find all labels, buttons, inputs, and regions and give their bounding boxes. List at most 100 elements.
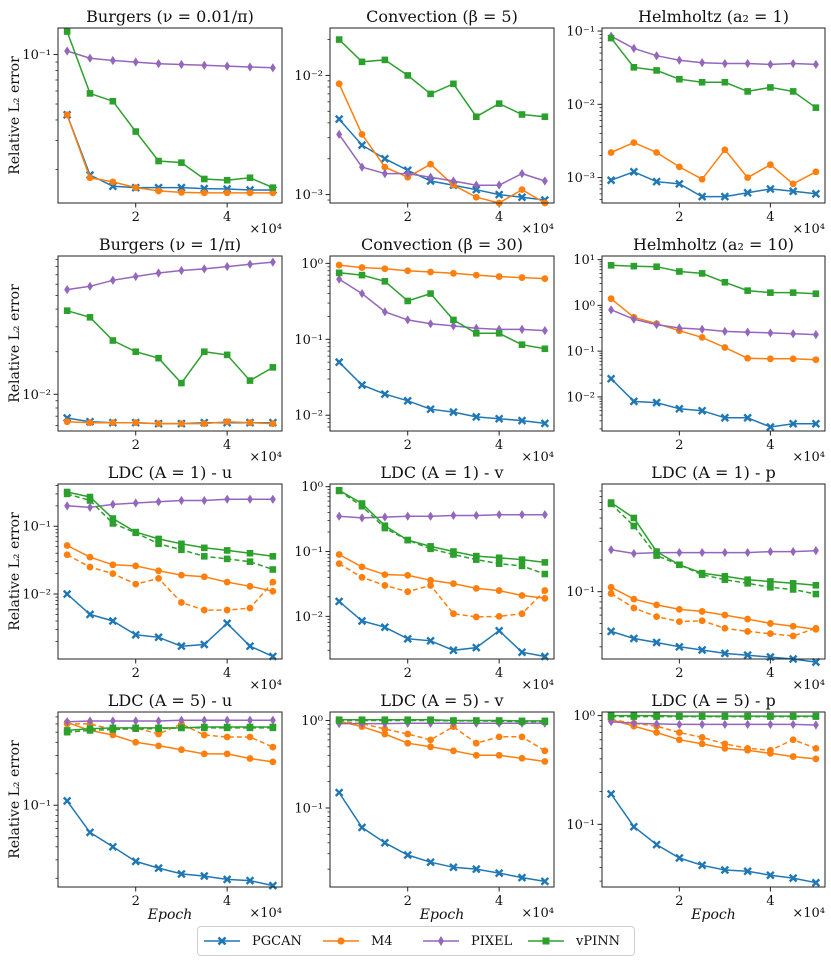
data-point	[178, 189, 185, 196]
data-point	[518, 186, 526, 194]
data-point	[812, 744, 820, 752]
plot-frame	[329, 483, 555, 660]
data-point	[676, 561, 683, 569]
data-point	[381, 512, 388, 522]
data-point	[697, 645, 707, 655]
series-pgcan-line	[66, 593, 274, 658]
data-point	[721, 58, 728, 69]
data-point	[495, 273, 503, 280]
data-point	[358, 502, 366, 510]
data-point	[223, 418, 231, 426]
data-point	[63, 542, 71, 549]
data-point	[473, 510, 480, 521]
x-tick-label: 4	[766, 666, 774, 681]
data-point	[472, 643, 481, 652]
data-point	[404, 588, 412, 596]
data-point	[721, 344, 729, 351]
legend-item-pixel: PIXEL	[423, 927, 512, 955]
data-point	[381, 163, 389, 171]
chart-title: Burgers (ν = 1/π)	[99, 235, 241, 254]
data-point	[721, 576, 729, 583]
series-m4-dashed	[607, 590, 820, 640]
data-point	[86, 314, 94, 321]
data-point	[178, 571, 185, 579]
data-point	[811, 878, 821, 887]
data-point	[630, 514, 638, 522]
data-point	[450, 610, 457, 618]
data-point	[721, 326, 728, 337]
series-m4	[607, 139, 820, 188]
y-tick-label: 10⁻¹	[294, 801, 323, 816]
data-point	[495, 100, 503, 107]
data-point	[450, 321, 457, 331]
data-point	[449, 646, 458, 655]
data-point	[404, 267, 412, 275]
data-point	[812, 59, 819, 70]
data-point	[178, 159, 185, 166]
data-point	[380, 838, 390, 848]
x-axis-label: Epoch	[147, 907, 192, 923]
data-point	[427, 717, 434, 724]
data-point	[789, 622, 797, 630]
x-tick-label: 4	[223, 894, 231, 909]
data-point	[630, 595, 638, 603]
data-point	[201, 495, 208, 506]
data-point	[404, 717, 412, 724]
data-point	[224, 61, 231, 71]
data-point	[472, 412, 481, 422]
data-point	[744, 327, 751, 337]
data-point	[744, 628, 752, 635]
series-m4-dashed-line	[66, 554, 274, 611]
data-point	[427, 319, 434, 329]
data-point	[541, 510, 548, 520]
data-point	[496, 180, 503, 190]
data-point	[767, 84, 774, 91]
data-point	[109, 499, 116, 510]
data-point	[334, 788, 344, 797]
data-point	[334, 357, 344, 367]
series-m4-dashed-line	[338, 563, 546, 618]
data-point	[427, 90, 434, 98]
x-exponent-label: ×10⁴	[521, 906, 554, 921]
chart-panel-2: Convection (β = 5) 10⁻² 10⁻³ 2 4 ×10⁴	[294, 7, 555, 237]
y-axis-label: Relative L₂ error	[7, 512, 23, 631]
data-point	[675, 605, 683, 613]
data-point	[541, 570, 549, 578]
chart-panel-4: Burgers (ν = 1/π) 10⁻² 2 4 ×10⁴ Relative L₂ e…	[7, 235, 283, 465]
data-point	[744, 744, 752, 752]
data-point	[86, 419, 94, 427]
data-point	[269, 184, 277, 191]
y-tick-label: 10⁻¹	[294, 333, 323, 348]
data-point	[178, 495, 185, 506]
data-point	[132, 716, 139, 726]
series-vpinn-dashed-line	[610, 503, 817, 595]
data-point	[629, 167, 639, 177]
data-point	[675, 404, 684, 414]
y-tick-label: 10⁻²	[294, 69, 323, 84]
x-tick-label: 2	[132, 894, 140, 909]
data-point	[744, 615, 752, 623]
data-point	[790, 546, 797, 557]
data-point	[472, 556, 480, 563]
series-pixel-line	[610, 548, 816, 555]
data-point	[155, 575, 162, 582]
data-point	[789, 88, 797, 95]
series-pgcan	[334, 597, 550, 661]
data-point	[495, 560, 503, 567]
data-point	[541, 587, 549, 594]
data-point	[676, 713, 683, 720]
chart-title: LDC (A = 1) - p	[651, 463, 775, 482]
data-point	[653, 729, 661, 736]
data-point	[653, 601, 661, 609]
data-point	[404, 72, 412, 79]
data-point	[427, 511, 434, 521]
chart-panel-8: LDC (A = 1) - v 10⁰ 10⁻¹ 10⁻² 2 4 ×10⁴	[294, 463, 555, 693]
data-point	[789, 355, 797, 363]
series-m4-dashed-line	[67, 723, 274, 748]
y-tick-label: 10⁻²	[566, 390, 595, 405]
data-point	[246, 755, 254, 762]
data-point	[200, 420, 208, 428]
data-point	[268, 881, 278, 890]
data-point	[541, 559, 549, 566]
data-point	[178, 599, 185, 606]
